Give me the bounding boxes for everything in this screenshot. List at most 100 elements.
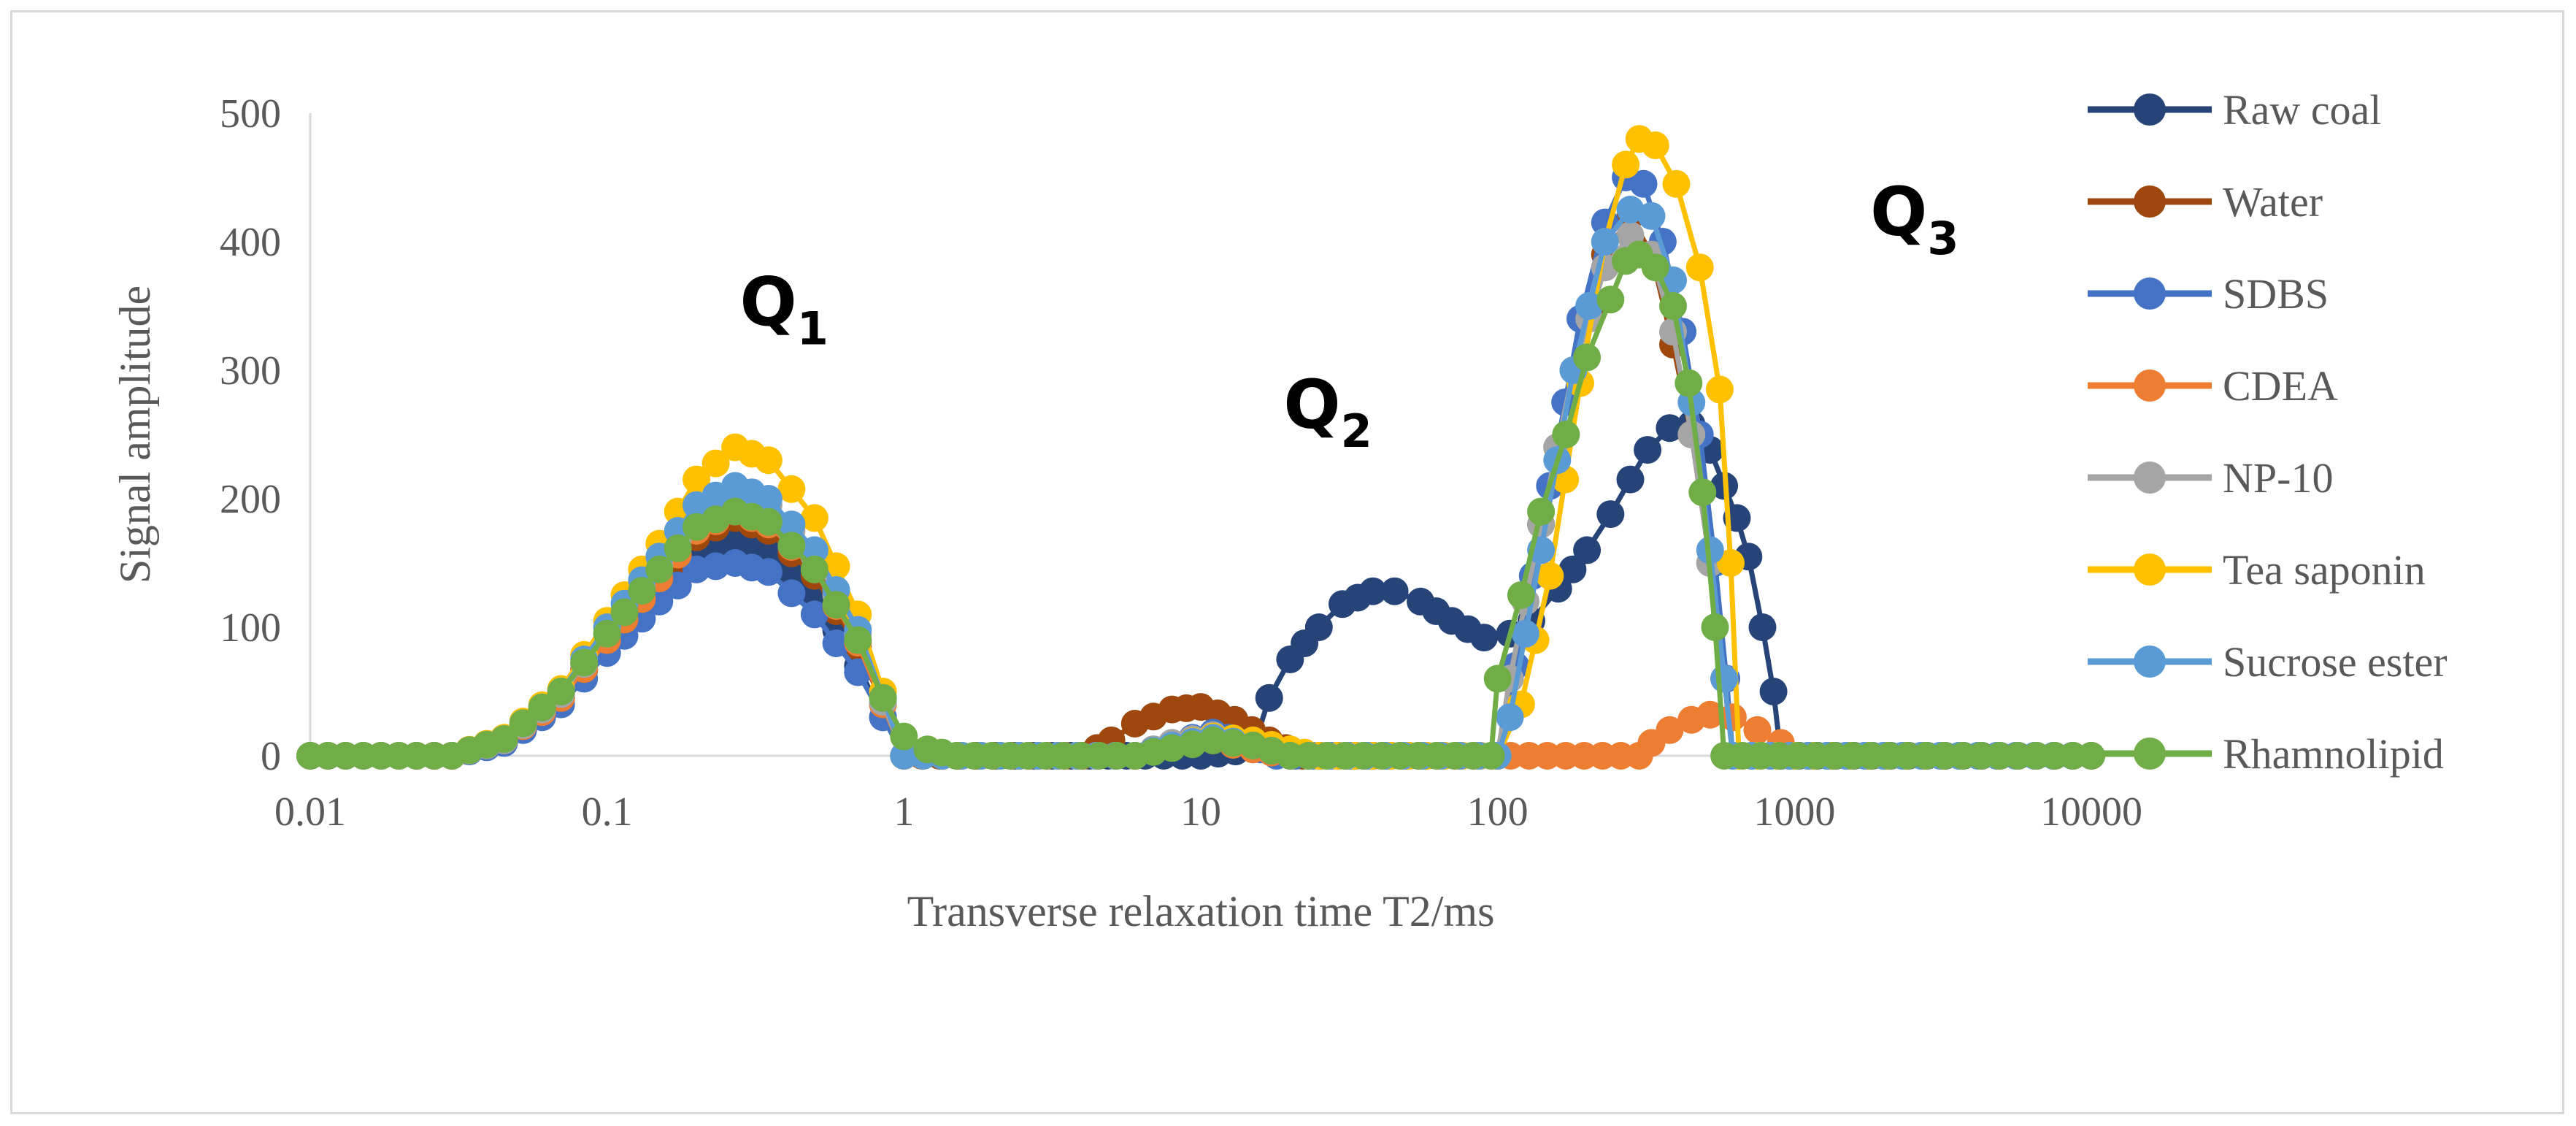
data-point-sucrose-ester [1575,292,1604,320]
data-point-raw-coal [1558,555,1587,583]
x-tick-label: 100 [1467,789,1529,835]
y-axis-title: Signal amplitude [111,286,159,583]
data-point-tea-saponin [1662,169,1691,198]
data-point-sucrose-ester [800,536,828,564]
legend-item-cdea: CDEA [2088,362,2338,410]
data-point-raw-coal [1255,683,1283,712]
y-tick-label: 200 [220,477,281,522]
data-point-sucrose-ester [1616,196,1645,223]
data-point-sdbs [754,558,783,586]
data-point-sucrose-ester [1591,228,1619,256]
data-point-tea-saponin [1641,131,1669,159]
legend-marker [2134,369,2166,402]
legend-item-raw-coal: Raw coal [2088,86,2381,134]
data-point-tea-saponin [1536,562,1564,590]
data-point-rhamnolipid [1641,253,1669,282]
data-point-tea-saponin [1717,549,1745,577]
legend-marker [2134,277,2166,310]
data-point-rhamnolipid [528,693,556,721]
data-point-rhamnolipid [1552,421,1580,448]
data-point-raw-coal [1358,577,1387,605]
region-label-q2: Q2 [1283,366,1372,458]
legend-item-sucrose-ester: Sucrose ester [2088,638,2448,686]
data-point-cdea [1696,700,1724,729]
legend-item-rhamnolipid: Rhamnolipid [2088,730,2444,778]
data-point-raw-coal [1380,577,1409,605]
data-point-raw-coal [1616,465,1645,494]
x-tick-label: 0.01 [274,789,346,835]
data-point-tea-saponin [683,465,711,494]
data-point-rhamnolipid [593,619,621,648]
legend-label: SDBS [2223,270,2329,318]
data-point-sucrose-ester [1637,202,1666,230]
x-tick-label: 1 [893,789,914,835]
data-point-sucrose-ester [1496,703,1524,732]
data-point-tea-saponin [800,504,828,532]
legend-item-np-10: NP-10 [2088,454,2333,502]
data-point-rhamnolipid [664,534,692,562]
data-point-tea-saponin [777,475,806,503]
x-axis-title: Transverse relaxation time T2/ms [907,887,1495,935]
legend-label: Raw coal [2223,86,2381,134]
data-point-sucrose-ester [890,742,918,770]
legend-item-tea-saponin: Tea saponin [2088,546,2426,594]
data-point-rhamnolipid [1507,581,1535,609]
data-point-rhamnolipid [570,648,599,677]
data-point-sdbs [777,579,806,608]
data-point-rhamnolipid [844,626,872,654]
y-tick-label: 300 [220,348,281,394]
data-point-sucrose-ester [777,510,806,539]
legend-marker [2134,185,2166,218]
data-point-rhamnolipid [754,508,783,536]
data-point-rhamnolipid [490,725,518,754]
data-point-tea-saponin [701,449,730,478]
y-tick-label: 400 [220,220,281,265]
data-point-sucrose-ester [1710,665,1739,693]
legend-item-sdbs: SDBS [2088,270,2329,318]
legend-item-water: Water [2088,178,2323,226]
data-point-tea-saponin [754,446,783,475]
data-point-raw-coal [1304,613,1333,641]
legend-marker [2134,93,2166,126]
data-point-rhamnolipid [1178,730,1207,759]
x-tick-label: 10 [1180,789,1221,835]
data-point-raw-coal [777,559,806,587]
data-point-raw-coal [754,536,783,564]
legend-label: Rhamnolipid [2223,730,2444,778]
y-tick-label: 500 [220,91,281,137]
data-point-raw-coal [1573,536,1602,564]
region-label-q3: Q3 [1870,173,1958,265]
data-point-raw-coal [1596,500,1625,529]
data-point-rhamnolipid [610,598,639,627]
data-point-sucrose-ester [754,485,783,513]
data-point-rhamnolipid [1527,497,1556,526]
data-point-raw-coal [1656,414,1684,443]
x-tick-label: 10000 [2040,789,2142,835]
data-point-rhamnolipid [1477,742,1505,770]
data-point-rhamnolipid [1596,286,1625,314]
data-point-rhamnolipid [509,709,537,738]
y-tick-label: 100 [220,605,281,651]
data-point-rhamnolipid [1701,613,1729,641]
data-point-rhamnolipid [869,683,897,712]
series-layer [296,125,2105,770]
legend-label: CDEA [2223,362,2338,410]
x-tick-label: 0.1 [582,789,633,835]
data-point-sdbs [822,629,850,657]
labels: 0 100 200 300 400 500 0.01 0.1 1 10 100 1000 10000 Tr… [111,91,2142,935]
data-point-rhamnolipid [1688,478,1717,507]
data-point-raw-coal [1748,613,1777,641]
data-point-rhamnolipid [1483,665,1512,693]
legend: Raw coal Water SDBS CDEA NP-10 Tea saponin Suc… [2088,86,2448,778]
data-point-tea-saponin [1705,375,1734,404]
series-tea-saponin [296,125,2105,770]
legend-marker [2134,646,2166,678]
legend-marker [2134,554,2166,586]
data-point-rhamnolipid [777,532,806,560]
series-rhamnolipid [296,240,2105,770]
data-point-rhamnolipid [822,591,850,619]
x-tick-label: 1000 [1753,789,1835,835]
legend-label: Tea saponin [2223,546,2426,594]
data-point-rhamnolipid [1573,343,1602,372]
region-label-q1: Q1 [740,263,828,355]
